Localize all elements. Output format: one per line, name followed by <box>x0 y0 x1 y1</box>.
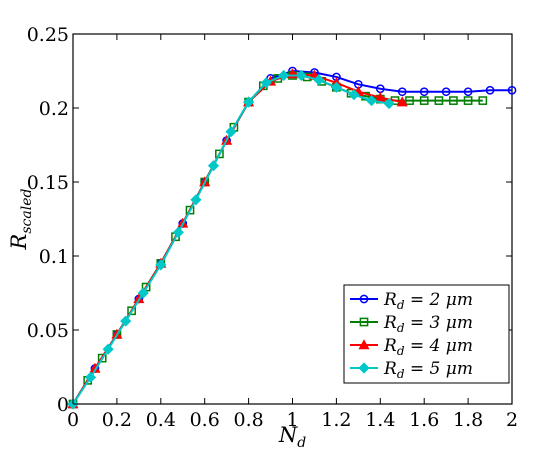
x-axis-label-sub: d <box>297 435 306 451</box>
data-point <box>478 96 488 105</box>
axis-layer: 0 0.2 0.4 0.6 0.8 1 1.2 1.4 1.6 1.8 2 0 0.05 0.1 0.15 0… <box>27 24 518 431</box>
data-point <box>84 371 97 383</box>
y-axis-label-sub: scaled <box>19 189 35 234</box>
legend-label: Rd = 3 μm <box>383 313 473 335</box>
data-point <box>361 91 370 101</box>
legend-label-var: R <box>383 336 397 356</box>
x-tick-label: 2 <box>506 409 518 431</box>
x-tick-label: 1.4 <box>365 409 395 431</box>
legend-label-sub: d <box>397 367 405 381</box>
data-point <box>97 353 107 363</box>
data-point <box>507 85 517 95</box>
data-point <box>485 85 495 95</box>
x-tick-label: 0.4 <box>146 409 176 431</box>
data-point <box>383 97 395 110</box>
x-tick-label: 1 <box>286 409 298 431</box>
legend-label-value: = 3 μm <box>405 313 473 333</box>
data-point <box>419 87 429 97</box>
y-tick-label: 0.2 <box>39 98 69 120</box>
x-tick-label: 0 <box>67 409 79 431</box>
legend-label-var: R <box>383 290 397 310</box>
x-tick-label: 0.6 <box>190 409 220 431</box>
legend-label-sub: d <box>397 344 405 358</box>
data-point <box>102 343 114 355</box>
data-point <box>463 96 473 105</box>
data-point <box>397 87 407 97</box>
x-tick-label: 1.8 <box>453 409 483 431</box>
data-point <box>419 96 429 105</box>
y-axis-label: Rscaled <box>7 189 35 251</box>
x-tick-label: 1.2 <box>321 409 351 431</box>
data-point <box>278 69 290 82</box>
data-point <box>330 81 342 93</box>
series-layer <box>67 66 517 410</box>
y-tick-label: 0.05 <box>27 320 69 342</box>
legend-marker <box>359 294 369 304</box>
data-point <box>120 315 132 327</box>
legend-label: Rd = 5 μm <box>383 359 473 381</box>
y-tick-label: 0.25 <box>27 24 69 46</box>
legend-entry-1: Rd = 2 μm <box>350 290 473 312</box>
legend-label-sub: d <box>397 321 405 335</box>
legend-box <box>343 284 510 384</box>
data-point <box>405 96 414 105</box>
series-4 <box>67 69 395 410</box>
data-point <box>295 69 307 82</box>
data-point <box>434 96 444 105</box>
legend-marker <box>359 317 369 327</box>
x-tick-label: 0.2 <box>102 409 132 431</box>
legend-marker <box>358 362 370 374</box>
data-point <box>449 96 458 105</box>
x-tick-label: 0.8 <box>233 409 263 431</box>
data-point <box>127 306 136 316</box>
legend-label-value: = 4 μm <box>405 336 473 356</box>
legend-label-value: = 5 μm <box>405 359 473 379</box>
legend-entry-4: Rd = 5 μm <box>350 359 473 381</box>
legend-label: Rd = 2 μm <box>383 290 473 312</box>
data-point <box>260 77 272 89</box>
legend-label-var: R <box>383 313 397 333</box>
data-point <box>463 87 473 97</box>
legend-label-var: R <box>383 359 397 379</box>
data-point <box>155 259 167 271</box>
data-point <box>185 205 195 215</box>
y-axis-label-main: R <box>7 233 31 250</box>
data-point <box>172 226 184 238</box>
data-point <box>365 95 378 107</box>
data-point <box>207 160 220 172</box>
x-axis-label-main: N <box>278 423 298 447</box>
data-point <box>215 149 224 159</box>
legend-entry-3: Rd = 4 μm <box>350 336 473 358</box>
data-point <box>137 287 149 299</box>
data-point <box>441 87 451 97</box>
y-tick-label: 0 <box>57 394 69 416</box>
data-point <box>396 96 408 107</box>
legend-marker <box>358 339 370 350</box>
data-point <box>313 74 325 86</box>
data-point <box>225 126 237 138</box>
y-tick-label: 0.15 <box>27 172 69 194</box>
y-tick-label: 0.1 <box>39 246 69 268</box>
x-axis-label: Nd <box>278 423 306 451</box>
legend-label-value: = 2 μm <box>405 290 473 310</box>
data-point <box>243 96 255 108</box>
data-point <box>190 194 202 206</box>
x-tick-label: 1.6 <box>409 409 439 431</box>
legend-entry-2: Rd = 3 μm <box>350 313 473 335</box>
legend-label-sub: d <box>397 298 405 312</box>
legend-label: Rd = 4 μm <box>383 336 473 358</box>
data-point <box>348 89 360 101</box>
